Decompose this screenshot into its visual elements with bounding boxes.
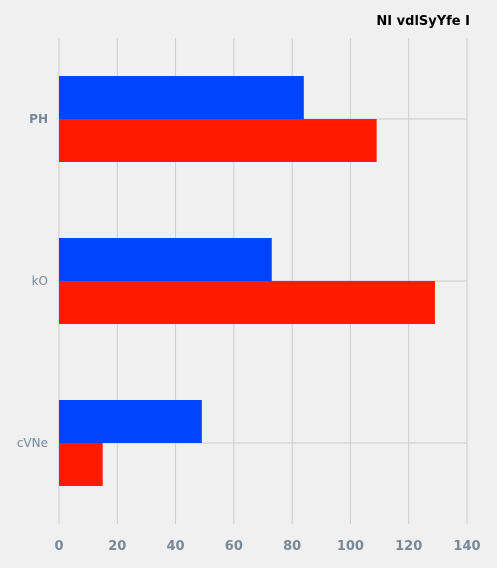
y-tick-label: kO — [32, 274, 48, 288]
x-tick-label: 80 — [283, 539, 301, 554]
y-axis-tick-labels: PH kO cVNe — [17, 112, 48, 450]
x-tick-label: 140 — [453, 539, 480, 554]
x-tick-label: 0 — [54, 539, 63, 554]
x-tick-label: 60 — [225, 539, 243, 554]
bars — [59, 76, 435, 486]
x-tick-label: 100 — [337, 539, 364, 554]
chart-title: NI vdlSyYfe I — [376, 14, 470, 29]
bar-kO-series1 — [59, 238, 272, 281]
bar-PH-series1 — [59, 76, 304, 119]
bar-kO-series2 — [59, 281, 435, 324]
x-tick-label: 20 — [108, 539, 126, 554]
y-tick-label: cVNe — [17, 436, 48, 450]
x-tick-label: 40 — [167, 539, 185, 554]
x-axis-tick-labels: 0 20 40 60 80 100 120 140 — [54, 539, 480, 554]
bar-PH-series2 — [59, 119, 377, 162]
x-tick-label: 120 — [395, 539, 422, 554]
y-tick-label: PH — [29, 112, 48, 126]
bar-cVNe-series1 — [59, 400, 202, 443]
bar-cVNe-series2 — [59, 443, 103, 486]
